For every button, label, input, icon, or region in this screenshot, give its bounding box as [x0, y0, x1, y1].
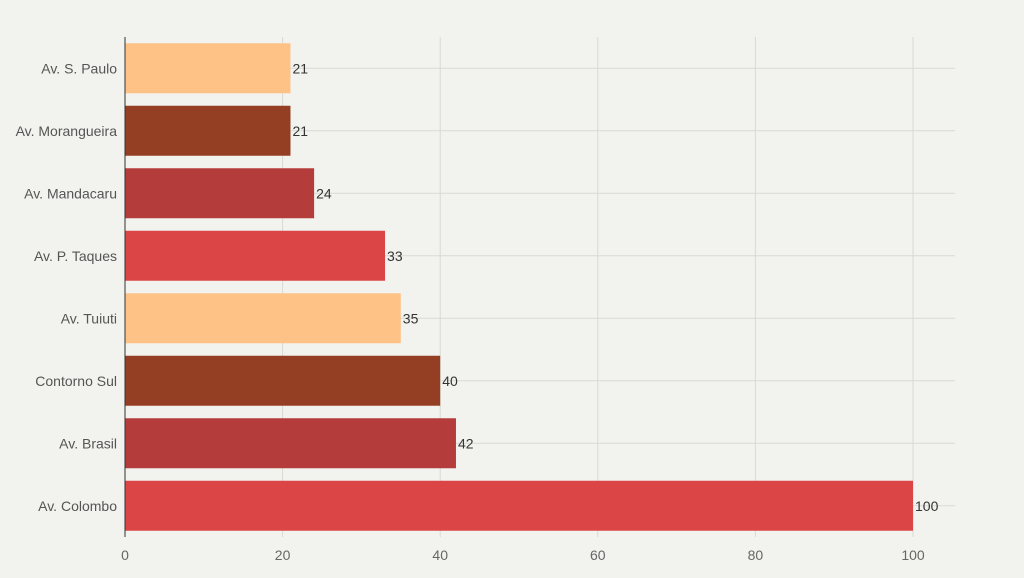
category-label-6: Av. Brasil — [59, 435, 117, 451]
category-label-3: Av. P. Taques — [34, 248, 117, 264]
category-label-5: Contorno Sul — [35, 373, 117, 389]
category-label-2: Av. Mandacaru — [24, 185, 117, 201]
bars — [125, 43, 913, 531]
value-label-6: 42 — [458, 435, 474, 451]
bar-3 — [125, 230, 386, 281]
category-label-7: Av. Colombo — [38, 498, 117, 514]
category-label-0: Av. S. Paulo — [41, 60, 117, 76]
value-label-1: 21 — [292, 123, 308, 139]
bar-5 — [125, 355, 441, 406]
bar-0 — [125, 43, 291, 94]
x-tick-label-60: 60 — [590, 547, 606, 563]
value-label-5: 40 — [442, 373, 458, 389]
x-tick-label-0: 0 — [121, 547, 129, 563]
x-tick-label-80: 80 — [748, 547, 764, 563]
labels: Av. S. Paulo 21 Av. Morangueira 21 Av. Manda… — [16, 60, 939, 563]
value-label-0: 21 — [292, 60, 308, 76]
bar-2 — [125, 168, 315, 219]
x-tick-label-100: 100 — [901, 547, 925, 563]
category-label-1: Av. Morangueira — [16, 123, 118, 139]
bar-4 — [125, 293, 401, 344]
bar-1 — [125, 105, 291, 156]
category-label-4: Av. Tuiuti — [61, 310, 117, 326]
x-tick-label-40: 40 — [432, 547, 448, 563]
value-label-4: 35 — [403, 310, 419, 326]
x-tick-label-20: 20 — [275, 547, 291, 563]
value-label-7: 100 — [915, 498, 939, 514]
bar-7 — [125, 480, 913, 531]
bar-6 — [125, 418, 456, 469]
value-label-2: 24 — [316, 185, 332, 201]
value-label-3: 33 — [387, 248, 403, 264]
